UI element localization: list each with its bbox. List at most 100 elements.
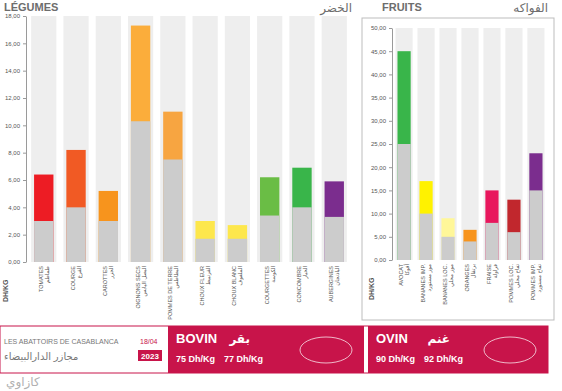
y-tick-mark xyxy=(389,144,392,145)
y-tick-mark xyxy=(23,125,26,126)
watermark: كازاوي xyxy=(6,375,40,390)
y-tick: 45,00 xyxy=(371,49,392,55)
y-tick: 15,00 xyxy=(371,188,392,194)
y-tick-mark xyxy=(23,43,26,44)
canvas: LÉGUMESالخضر0,002,004,006,008,0010,0012,… xyxy=(0,0,562,391)
y-tick-label: 40,00 xyxy=(371,72,387,78)
bar-high xyxy=(397,51,410,260)
series xyxy=(34,26,344,262)
x-tick-label: AVOCATأفوكا xyxy=(398,263,411,285)
price-box: BOVINبقر75 Dh/Kg77 Dh/Kg xyxy=(168,326,364,373)
y-axis-line xyxy=(26,17,27,263)
bar-high xyxy=(485,190,498,260)
y-tick-mark xyxy=(389,51,392,52)
column-stripe xyxy=(322,16,347,262)
y-tick-mark xyxy=(389,98,392,99)
banner-title: LES ABATTOIRS DE CASABLANCA xyxy=(4,338,119,345)
bar-low xyxy=(228,239,247,262)
animal-icon xyxy=(484,337,536,363)
series xyxy=(34,121,344,262)
x-labels: AVOCATأفوكا BANANES IMP.موز مستورد BANANES… xyxy=(398,263,543,304)
bar-low xyxy=(131,121,150,262)
y-tick-mark xyxy=(23,16,26,17)
price-label: BOVIN xyxy=(176,331,217,346)
price-label-ar: بقر xyxy=(228,332,250,346)
bar-high xyxy=(66,150,85,262)
y-tick-label: 0,00 xyxy=(374,257,386,263)
column-stripe xyxy=(96,16,121,262)
y-tick-mark xyxy=(389,237,392,238)
x-tick-label: OIGNONS SECSالبصل اليابس xyxy=(135,266,148,309)
y-tick: 16,00 xyxy=(5,41,26,47)
panel-frame xyxy=(362,18,554,320)
bar-high xyxy=(99,191,118,262)
x-tick-label: CAROTTESالجزر xyxy=(102,266,115,296)
y-tick-label: 10,00 xyxy=(371,211,387,217)
y-tick-label: 15,00 xyxy=(371,188,387,194)
bar-high xyxy=(34,175,53,262)
x-tick-label: TOMATESطماطم xyxy=(38,266,51,292)
column-stripe xyxy=(461,28,478,260)
price-label: OVIN xyxy=(376,331,408,346)
y-tick-label: 25,00 xyxy=(371,141,387,147)
bar-low xyxy=(419,214,432,260)
x-tick-label: BANANES LOC.موز محلي xyxy=(442,264,455,305)
column-stripe xyxy=(505,28,522,260)
y-tick: 40,00 xyxy=(371,72,392,78)
y-tick: 12,00 xyxy=(5,95,26,101)
bar-low xyxy=(292,207,311,262)
bar-high xyxy=(325,181,344,262)
y-tick: 0,00 xyxy=(374,257,392,263)
y-tick-label: 12,00 xyxy=(5,95,21,101)
y-tick: 50,00 xyxy=(371,25,392,31)
title: FRUITS xyxy=(382,1,422,13)
x-tick-label: POMMES LOC.تفاح محلي xyxy=(508,264,521,303)
y-tick: 10,00 xyxy=(5,123,26,129)
bars xyxy=(34,26,344,262)
banner-title-ar: مجازر الدارالبيضاء xyxy=(4,351,78,362)
bar-high xyxy=(131,26,150,262)
y-axis-title: DH/KG xyxy=(2,279,9,302)
year-box xyxy=(138,350,162,361)
series xyxy=(397,144,542,260)
y-tick-label: 20,00 xyxy=(371,165,387,171)
stripes xyxy=(396,28,545,260)
bars xyxy=(397,51,542,260)
y-axis: 0,005,0010,0015,0020,0025,0030,0035,0040… xyxy=(371,25,393,263)
subtitle: الفواكه xyxy=(513,1,548,16)
y-tick-mark xyxy=(23,98,26,99)
y-tick: 20,00 xyxy=(371,165,392,171)
y-tick: 18,00 xyxy=(5,13,26,19)
y-axis: 0,002,004,006,008,0010,0012,0014,0016,00… xyxy=(5,13,27,265)
bar-low xyxy=(397,144,410,260)
y-tick-mark xyxy=(389,121,392,122)
y-tick-label: 14,00 xyxy=(5,68,21,74)
y-tick-label: 16,00 xyxy=(5,41,21,47)
y-tick-label: 0,00 xyxy=(8,259,20,265)
y-tick-label: 5,00 xyxy=(374,234,386,240)
x-tick-label: CHOUX BLANCالملفوف xyxy=(231,266,244,306)
price-box-bg xyxy=(368,326,548,373)
bar-high xyxy=(260,177,279,262)
y-tick: 14,00 xyxy=(5,68,26,74)
y-tick-mark xyxy=(389,190,392,191)
bar-low xyxy=(163,160,182,263)
column-stripe xyxy=(63,16,88,262)
price: 90 Dh/Kg xyxy=(376,354,415,364)
chart-panel: LÉGUMESالخضر0,002,004,006,008,0010,0012,… xyxy=(2,1,352,320)
stripes xyxy=(31,16,347,262)
y-tick-label: 35,00 xyxy=(371,95,387,101)
y-tick-mark xyxy=(23,262,26,263)
x-tick-label: BANANES IMP.موز مستورد xyxy=(420,264,433,303)
y-tick-label: 45,00 xyxy=(371,49,387,55)
y-tick: 10,00 xyxy=(371,211,392,217)
column-stripe xyxy=(225,16,250,262)
bar-low xyxy=(441,237,454,260)
column-stripe xyxy=(396,28,413,260)
y-tick-mark xyxy=(23,180,26,181)
column-stripe xyxy=(483,28,500,260)
price-label-ar: غنم xyxy=(427,332,450,346)
bar-low xyxy=(195,239,214,262)
column-stripe xyxy=(160,16,185,262)
column-stripe xyxy=(439,28,456,260)
